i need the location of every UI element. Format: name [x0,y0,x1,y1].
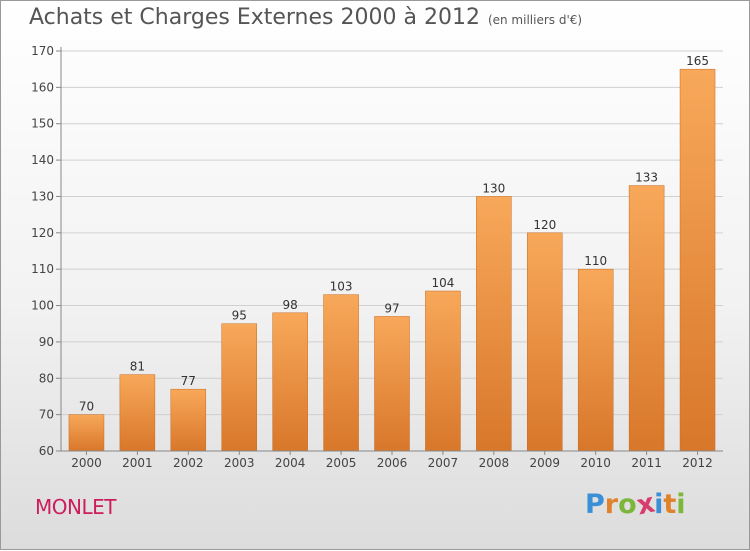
commune-name: MONLET [35,495,116,519]
y-tick-label: 150 [31,117,54,131]
y-tick-label: 130 [31,189,54,203]
chart-title: Achats et Charges Externes 2000 à 2012 (e… [29,5,582,30]
x-tick-label-2003: 2003 [224,456,255,470]
y-tick-label: 70 [39,408,54,422]
value-label-2007: 104 [431,276,454,290]
bar-2008 [476,196,512,452]
value-label-2003: 95 [232,309,247,323]
x-tick-label-2010: 2010 [580,456,611,470]
proxiti-logo: Proxiti [585,488,686,522]
x-tick-label-2002: 2002 [173,456,204,470]
logo-letter: P [585,489,605,520]
x-tick-label-2005: 2005 [326,456,357,470]
y-tick-label: 110 [31,262,54,276]
bar-2005 [323,294,359,452]
logo-letter: t [663,489,677,520]
logo-letter: r [604,489,619,520]
x-tick-label-2001: 2001 [122,456,153,470]
y-tick-label: 160 [31,80,54,94]
x-tick-label-2007: 2007 [428,456,459,470]
axes [56,47,723,455]
value-label-2001: 81 [130,360,145,374]
bar-2011 [628,185,665,452]
bars [68,68,716,452]
bar-2004 [272,312,308,452]
value-label-2002: 77 [181,374,196,388]
labels: 60 70 80 90 100 110 120 130 140 150 160 170 70 2000 81… [31,44,713,470]
bar-2002 [170,388,207,452]
chart-title-main: Achats et Charges Externes 2000 à 2012 [29,5,480,30]
y-tick-label: 170 [31,44,54,58]
x-tick-label-2011: 2011 [631,456,662,470]
y-tick-label: 90 [39,335,54,349]
x-tick-label-2008: 2008 [479,456,510,470]
x-tick-label-2009: 2009 [529,456,560,470]
value-label-2010: 110 [584,254,607,268]
value-label-2006: 97 [384,301,399,315]
bar-2007 [425,290,461,452]
logo-letter: i [654,489,664,520]
x-tick-label-2006: 2006 [377,456,408,470]
value-label-2004: 98 [283,298,298,312]
value-label-2009: 120 [533,218,556,232]
bar-2006 [374,316,410,452]
bar-2000 [68,414,105,452]
bar-2001 [119,374,156,452]
value-label-2005: 103 [330,280,353,294]
logo-letter: o [618,489,637,520]
y-tick-label: 100 [31,299,54,313]
bar-2003 [221,323,257,452]
x-tick-label-2004: 2004 [275,456,306,470]
value-label-2011: 133 [635,171,658,185]
y-tick-label: 120 [31,226,54,240]
value-label-2012: 165 [686,54,709,68]
bar-2009 [527,232,563,452]
y-tick-label: 60 [39,444,54,458]
y-tick-label: 140 [31,153,54,167]
bar-2012 [679,68,716,452]
value-label-2008: 130 [482,181,505,195]
bar-2010 [577,268,614,452]
y-tick-label: 80 [39,371,54,385]
value-label-2000: 70 [79,400,94,414]
x-tick-label-2000: 2000 [71,456,102,470]
x-tick-label-2012: 2012 [682,456,713,470]
chart-title-unit: (en milliers d'€) [487,13,583,27]
logo-letter: i [676,489,686,520]
